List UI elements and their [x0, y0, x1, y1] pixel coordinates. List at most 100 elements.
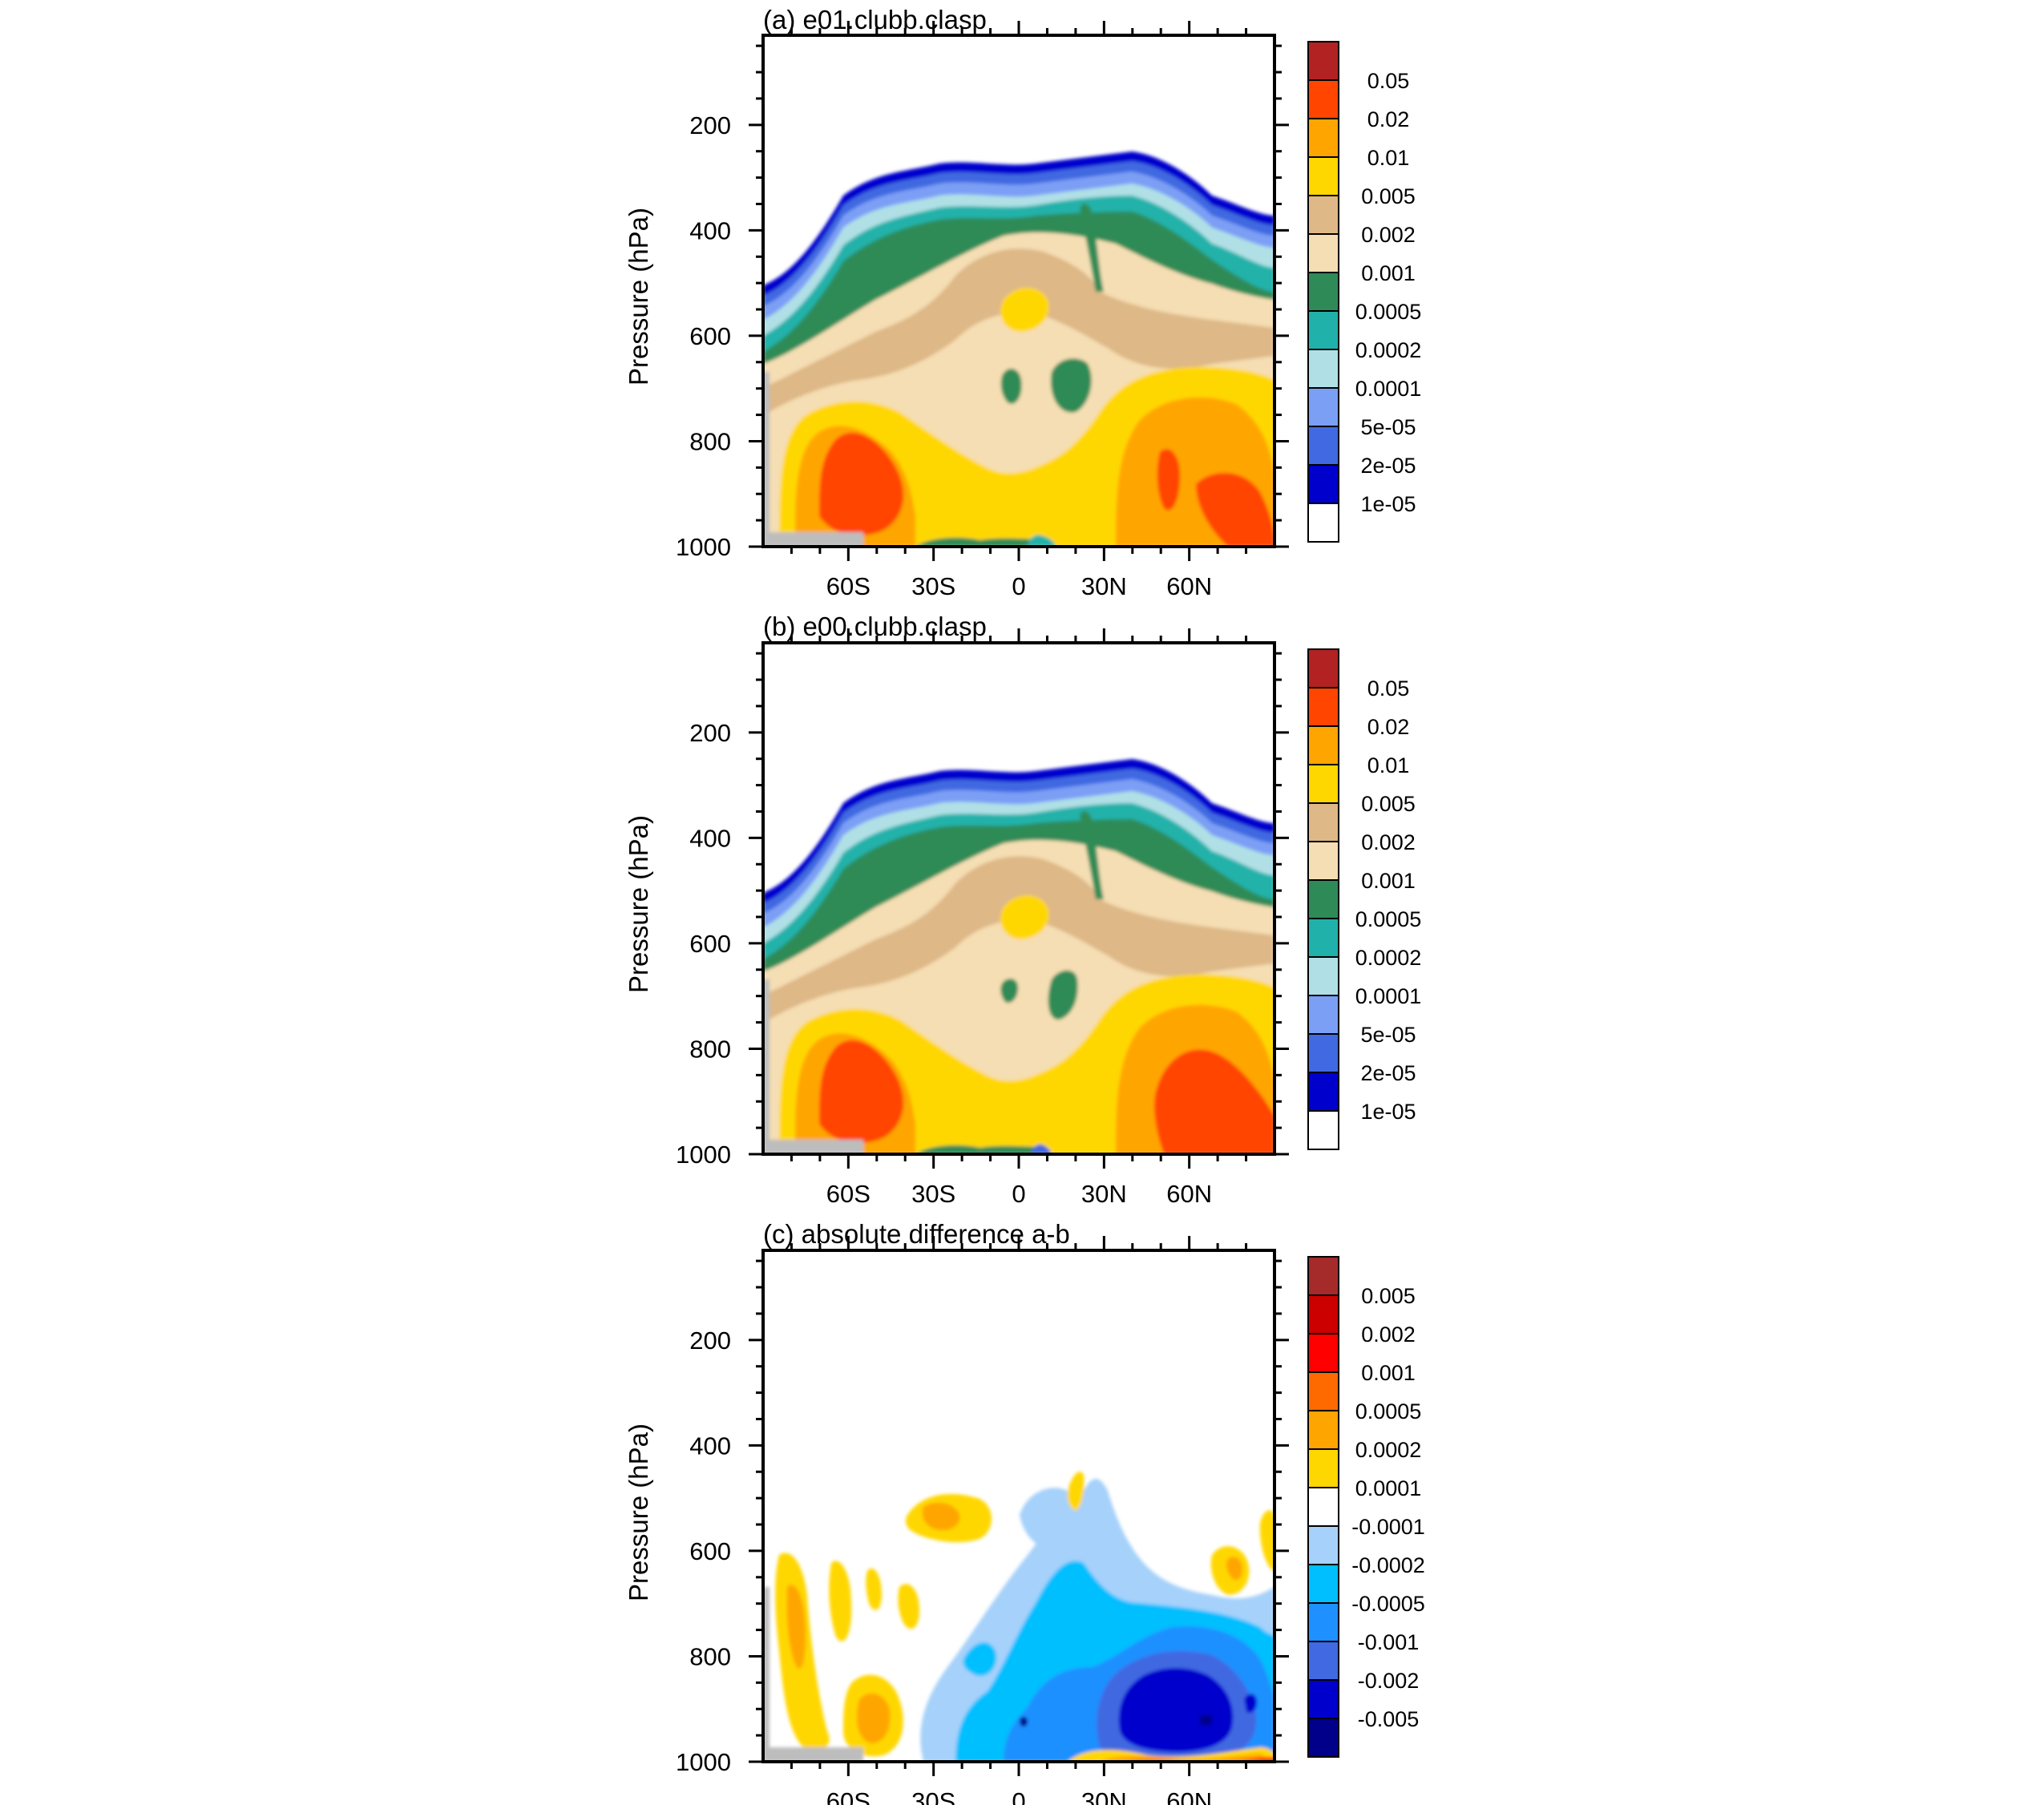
- colorbar-box: [1307, 995, 1339, 1035]
- colorbar-box: [1307, 1256, 1339, 1296]
- panel-a-xticks: 60S 30S 0 30N 60N: [790, 21, 1248, 600]
- colorbar-box: [1307, 1072, 1339, 1112]
- colorbar-box: [1307, 464, 1339, 504]
- y-tick-label: 800: [689, 1035, 731, 1063]
- colorbar-label: 2e-05: [1360, 1061, 1416, 1085]
- colorbar-box: [1307, 1718, 1339, 1758]
- y-tick-label: 800: [689, 1642, 731, 1670]
- colorbar-box: [1307, 1525, 1339, 1565]
- panel-c-xticks: 60S 30S 0 30N 60N: [790, 1236, 1248, 1805]
- colorbar-box: [1307, 956, 1339, 996]
- colorbar-box: [1307, 879, 1339, 919]
- panel-a-yticks: 200 400 600 800 1000: [676, 44, 1289, 561]
- colorbar-label: -0.0002: [1351, 1553, 1425, 1577]
- colorbar-label: 0.0002: [1355, 1438, 1422, 1462]
- colorbar-box: [1307, 387, 1339, 427]
- colorbar-label: 5e-05: [1360, 415, 1416, 439]
- colorbar-box: [1307, 841, 1339, 881]
- colorbar-box: [1307, 156, 1339, 196]
- colorbar-label: -0.0001: [1351, 1515, 1425, 1539]
- panel-a-ylabel: Pressure (hPa): [624, 208, 653, 386]
- x-tick-label: 30N: [1081, 1787, 1127, 1805]
- colorbar-label: 0.001: [1361, 869, 1416, 893]
- colorbar-label: 0.0001: [1355, 984, 1422, 1008]
- y-tick-label: 1000: [676, 533, 731, 561]
- x-tick-label: 60N: [1166, 572, 1212, 600]
- colorbar-label: 0.01: [1367, 146, 1410, 170]
- x-tick-label: 30S: [911, 1180, 955, 1208]
- y-tick-label: 1000: [676, 1748, 731, 1776]
- colorbar-box: [1307, 1410, 1339, 1450]
- colorbar-label: 0.0002: [1355, 338, 1422, 362]
- x-tick-label: 60N: [1166, 1787, 1212, 1805]
- x-tick-label: 0: [1012, 1787, 1025, 1805]
- panel-a: (a) e01.clubb.clasp Pressure (hPa): [624, 5, 1421, 600]
- colorbar-label: 0.005: [1361, 792, 1416, 816]
- panel-c-title: (c) absolute difference a-b: [763, 1219, 1070, 1249]
- colorbar-label: 1e-05: [1360, 1100, 1416, 1124]
- colorbar-box: [1307, 118, 1339, 158]
- colorbar-label: 0.002: [1361, 1322, 1416, 1347]
- colorbar-box: [1307, 1110, 1339, 1150]
- colorbar-box: [1307, 1679, 1339, 1719]
- x-tick-label: 30N: [1081, 1180, 1127, 1208]
- colorbar-box: [1307, 725, 1339, 765]
- colorbar-label: 0.0005: [1355, 300, 1422, 324]
- colorbar-box: [1307, 272, 1339, 312]
- panel-c-ylabel: Pressure (hPa): [624, 1423, 653, 1601]
- y-tick-label: 600: [689, 322, 731, 350]
- colorbar-box: [1307, 687, 1339, 727]
- y-tick-label: 400: [689, 216, 731, 244]
- colorbar-label: -0.005: [1358, 1707, 1420, 1731]
- panel-b-ylabel: Pressure (hPa): [624, 815, 653, 993]
- colorbar-label: -0.002: [1358, 1669, 1420, 1693]
- colorbar-box: [1307, 1487, 1339, 1527]
- colorbar-box: [1307, 1294, 1339, 1335]
- colorbar-box: [1307, 233, 1339, 273]
- colorbar-box: [1307, 918, 1339, 958]
- colorbar-label: 0.001: [1361, 1361, 1416, 1385]
- panel-b-xticks: 60S 30S 0 30N 60N: [790, 628, 1248, 1208]
- colorbar-label: 0.001: [1361, 261, 1416, 285]
- colorbar-label: 0.002: [1361, 830, 1416, 854]
- panel-c-yticks: 200 400 600 800 1000: [676, 1259, 1289, 1776]
- y-tick-label: 600: [689, 1537, 731, 1565]
- colorbar-box: [1307, 426, 1339, 466]
- colorbar-label: 0.0001: [1355, 1476, 1422, 1500]
- y-tick-label: 400: [689, 1431, 731, 1460]
- colorbar-label: 0.05: [1367, 69, 1410, 93]
- colorbar-label: 0.0001: [1355, 377, 1422, 401]
- y-tick-label: 400: [689, 824, 731, 852]
- colorbar-box: [1307, 764, 1339, 804]
- colorbar-label: -0.0005: [1351, 1592, 1425, 1616]
- colorbar-label: 5e-05: [1360, 1023, 1416, 1047]
- panel-b-plot: [763, 759, 1274, 1154]
- colorbar-label: 0.02: [1367, 107, 1410, 131]
- colorbar-box: [1307, 195, 1339, 235]
- panel-b-title: (b) e00.clubb.clasp: [763, 612, 987, 641]
- colorbar-label: 0.0002: [1355, 946, 1422, 970]
- colorbar-label: 2e-05: [1360, 454, 1416, 478]
- x-tick-label: 60N: [1166, 1180, 1212, 1208]
- colorbar-label: 0.0005: [1355, 1399, 1422, 1423]
- colorbar-label: 0.005: [1361, 184, 1416, 208]
- panel-b-yticks: 200 400 600 800 1000: [676, 652, 1289, 1169]
- y-tick-label: 600: [689, 930, 731, 958]
- x-tick-label: 0: [1012, 1180, 1025, 1208]
- colorbar-box: [1307, 79, 1339, 119]
- colorbar-box: [1307, 349, 1339, 389]
- colorbar-box: [1307, 1033, 1339, 1073]
- y-tick-label: 200: [689, 111, 731, 139]
- colorbar-label: 0.01: [1367, 753, 1410, 777]
- panel-b: (b) e00.clubb.clasp Pressure (hPa): [624, 612, 1421, 1208]
- colorbar-box: [1307, 1564, 1339, 1604]
- x-tick-label: 60S: [826, 1787, 871, 1805]
- y-tick-label: 200: [689, 719, 731, 747]
- colorbar-box: [1307, 1371, 1339, 1411]
- panel-c: (c) absolute difference a-b Pressure (hP…: [624, 1219, 1425, 1805]
- y-tick-label: 1000: [676, 1141, 731, 1169]
- colorbar-box: [1307, 1333, 1339, 1373]
- colorbar-label: 0.002: [1361, 223, 1416, 247]
- y-tick-label: 800: [689, 427, 731, 455]
